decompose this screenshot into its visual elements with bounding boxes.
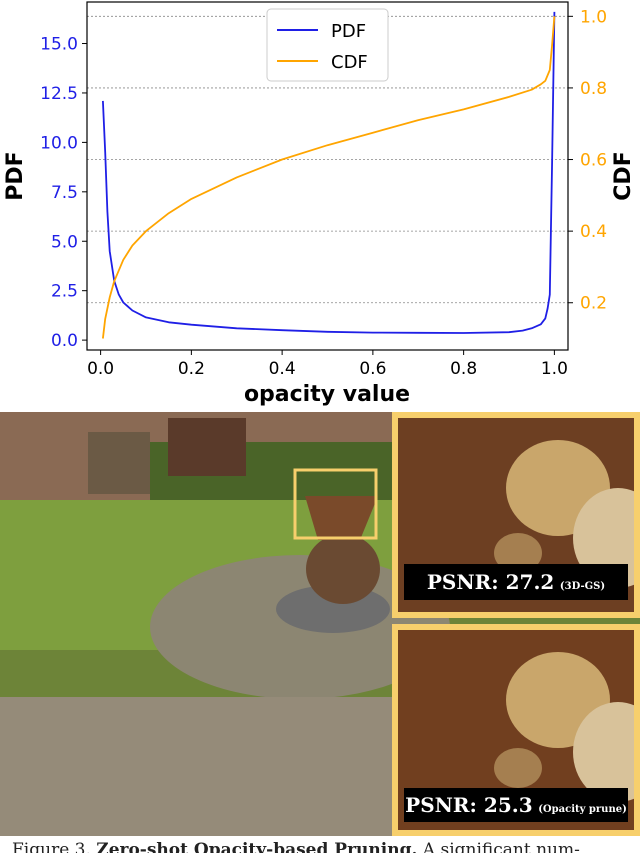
x-tick-label: 0.4 [269,359,296,379]
garden-scene-photo: PSNR: 27.2 (3D-GS) PSNR: 25.3 (Opacity p… [0,412,640,836]
caption-prefix: Figure 3. [12,840,91,853]
x-tick-label: 0.2 [178,359,205,379]
caption-text: A significant num- [422,840,580,853]
vase-highlight-box [293,468,378,540]
psnr-label-3dgs: PSNR: 27.2 (3D-GS) [404,564,628,600]
inset-opacity-prune: PSNR: 25.3 (Opacity prune) [392,624,640,836]
right-tick-label: 0.2 [580,294,607,314]
psnr-method: (Opacity prune) [538,804,627,815]
left-tick-label: 5.0 [51,232,78,252]
psnr-method: (3D-GS) [559,581,606,592]
inset-3dgs: PSNR: 27.2 (3D-GS) [392,412,640,618]
psnr-score: PSNR: 27.2 [426,570,555,594]
legend-cdf-label: CDF [331,52,368,73]
legend: PDF CDF [266,8,389,82]
x-tick-label: 0.6 [359,359,386,379]
right-axis-label: CDF [611,151,636,200]
right-tick-label: 0.4 [580,222,607,242]
x-tick-label: 0.8 [450,359,477,379]
cdf-line [102,16,556,339]
psnr-label-opacity-prune: PSNR: 25.3 (Opacity prune) [404,788,628,822]
psnr-score: PSNR: 25.3 [405,793,533,817]
x-axis-label: opacity value [244,382,410,407]
legend-pdf-label: PDF [331,21,366,42]
left-tick-label: 2.5 [51,282,78,302]
x-tick-label: 1.0 [541,359,568,379]
plot-frame [86,1,569,351]
legend-box [266,8,389,82]
x-axis-ticks: 0.0 0.2 0.4 0.6 0.8 1.0 [87,350,568,379]
right-tick-label: 0.6 [580,151,607,171]
pdf-line [102,11,556,334]
right-axis-ticks: 0.2 0.4 0.6 0.8 1.0 [568,7,607,314]
left-axis-label: PDF [3,151,28,200]
left-tick-label: 12.5 [40,84,78,104]
left-tick-label: 0.0 [51,331,78,351]
opacity-distribution-chart: 0.0 0.2 0.4 0.6 0.8 1.0 0.0 2.5 5.0 7.5 10.0 12.5 1… [3,1,636,407]
figure-caption: Figure 3. Zero-shot Opacity-based Prunin… [12,838,640,853]
left-tick-label: 10.0 [40,133,78,153]
caption-title: Zero-shot Opacity-based Pruning. [96,840,418,853]
paving-stones [0,697,400,836]
right-tick-label: 0.8 [580,79,607,99]
left-tick-label: 7.5 [51,183,78,203]
shed [168,418,246,476]
left-tick-label: 15.0 [40,35,78,55]
vase [306,534,380,604]
series-lines [102,11,556,339]
right-tick-label: 1.0 [580,7,607,27]
flower-arrangement [305,496,378,540]
left-axis-ticks: 0.0 2.5 5.0 7.5 10.0 12.5 15.0 [40,35,87,351]
x-tick-label: 0.0 [87,359,114,379]
wooden-chair [88,432,150,494]
